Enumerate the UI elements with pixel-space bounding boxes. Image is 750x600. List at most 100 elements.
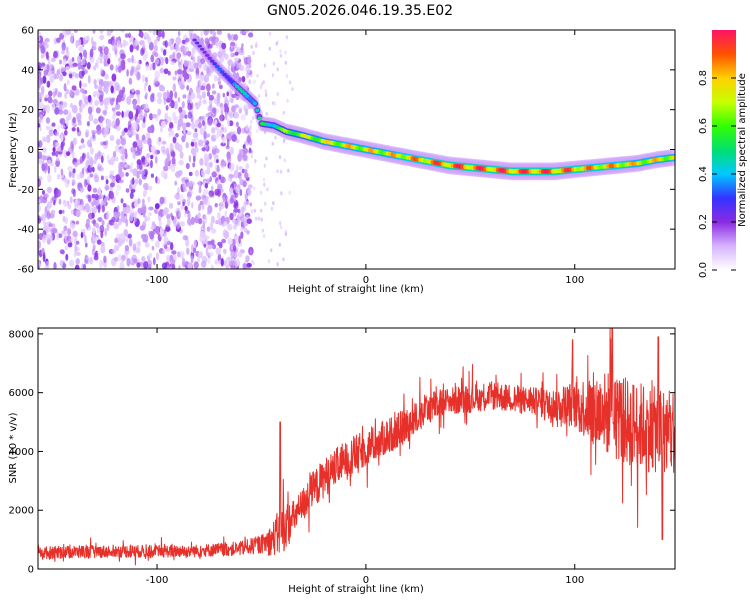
noise-speckle bbox=[229, 162, 235, 172]
noise-speckle bbox=[215, 247, 222, 256]
noise-speckle bbox=[185, 142, 189, 149]
noise-speckle bbox=[42, 252, 46, 259]
noise-speckle bbox=[135, 247, 141, 254]
noise-speckle bbox=[183, 46, 189, 52]
noise-speckle bbox=[220, 58, 225, 63]
noise-speckle bbox=[143, 182, 149, 190]
noise-speckle bbox=[84, 234, 87, 244]
noise-speckle bbox=[165, 57, 169, 65]
noise-speckle bbox=[253, 208, 257, 213]
noise-speckle bbox=[249, 125, 252, 131]
noise-speckle bbox=[63, 101, 67, 108]
noise-speckle bbox=[145, 51, 149, 59]
noise-speckle bbox=[187, 102, 192, 111]
noise-speckle bbox=[229, 146, 234, 155]
noise-speckle bbox=[88, 212, 94, 220]
noise-speckle bbox=[162, 49, 167, 56]
noise-speckle bbox=[224, 210, 227, 219]
noise-speckle bbox=[198, 251, 203, 259]
noise-speckle bbox=[173, 194, 179, 200]
noise-speckle bbox=[198, 186, 202, 194]
noise-speckle bbox=[131, 201, 135, 210]
noise-speckle bbox=[83, 53, 88, 60]
noise-speckle bbox=[216, 164, 220, 173]
noise-speckle bbox=[165, 224, 171, 233]
noise-speckle bbox=[185, 235, 189, 241]
noise-speckle bbox=[65, 253, 69, 261]
noise-speckle bbox=[226, 91, 229, 97]
noise-speckle bbox=[103, 255, 107, 263]
noise-speckle bbox=[120, 138, 127, 146]
noise-speckle bbox=[144, 157, 150, 166]
noise-speckle bbox=[129, 168, 134, 173]
trace-core bbox=[207, 56, 212, 60]
noise-speckle bbox=[198, 122, 202, 129]
noise-speckle bbox=[53, 72, 57, 80]
noise-speckle bbox=[98, 46, 103, 52]
noise-speckle bbox=[101, 205, 105, 213]
noise-speckle bbox=[173, 219, 177, 227]
noise-speckle bbox=[93, 255, 99, 261]
noise-speckle bbox=[100, 245, 106, 254]
noise-speckle bbox=[199, 231, 206, 239]
noise-speckle bbox=[152, 30, 157, 36]
noise-speckle bbox=[171, 38, 174, 45]
noise-speckle bbox=[211, 171, 217, 178]
noise-speckle bbox=[75, 39, 79, 49]
noise-speckle bbox=[177, 96, 181, 103]
noise-speckle bbox=[207, 105, 210, 112]
noise-speckle bbox=[139, 40, 145, 46]
noise-speckle bbox=[228, 131, 234, 136]
noise-speckle bbox=[142, 139, 148, 144]
noise-speckle bbox=[245, 64, 250, 69]
noise-speckle bbox=[61, 42, 66, 52]
noise-speckle bbox=[133, 58, 137, 64]
noise-speckle bbox=[38, 105, 43, 113]
noise-speckle bbox=[132, 141, 138, 148]
noise-speckle bbox=[109, 64, 114, 71]
noise-speckle bbox=[263, 182, 266, 187]
noise-speckle bbox=[52, 228, 58, 234]
noise-speckle bbox=[92, 166, 95, 173]
noise-speckle bbox=[177, 201, 181, 206]
noise-speckle bbox=[198, 80, 202, 90]
noise-speckle bbox=[227, 223, 233, 231]
noise-speckle bbox=[206, 91, 211, 97]
noise-speckle bbox=[145, 92, 148, 98]
noise-speckle bbox=[165, 105, 169, 111]
noise-speckle bbox=[219, 84, 223, 90]
noise-speckle bbox=[169, 90, 174, 99]
noise-speckle bbox=[280, 191, 283, 196]
noise-speckle bbox=[109, 174, 114, 179]
noise-speckle bbox=[167, 116, 172, 123]
noise-speckle bbox=[59, 249, 65, 255]
noise-speckle bbox=[204, 182, 208, 189]
noise-speckle bbox=[174, 70, 178, 76]
noise-speckle bbox=[129, 191, 134, 199]
noise-speckle bbox=[141, 104, 146, 109]
noise-speckle bbox=[192, 132, 199, 139]
x-tick-label: 0 bbox=[363, 575, 369, 586]
noise-speckle bbox=[229, 197, 234, 204]
noise-speckle bbox=[206, 66, 210, 75]
noise-speckle bbox=[139, 225, 146, 231]
noise-speckle bbox=[245, 71, 250, 79]
noise-speckle bbox=[93, 90, 98, 96]
colorbar-tick-label: 0.4 bbox=[698, 166, 709, 182]
noise-speckle bbox=[73, 30, 78, 34]
noise-speckle bbox=[52, 91, 56, 99]
noise-speckle bbox=[198, 100, 202, 107]
noise-speckle bbox=[279, 169, 283, 174]
noise-speckle bbox=[217, 183, 223, 190]
noise-speckle bbox=[252, 51, 255, 55]
noise-speckle bbox=[201, 260, 207, 268]
noise-speckle bbox=[148, 30, 152, 33]
noise-speckle bbox=[104, 97, 110, 106]
noise-speckle bbox=[106, 30, 112, 37]
noise-speckle bbox=[187, 93, 190, 102]
noise-speckle bbox=[249, 130, 252, 137]
noise-speckle bbox=[186, 218, 192, 226]
noise-speckle bbox=[233, 34, 239, 41]
noise-speckle bbox=[38, 232, 44, 241]
noise-speckle bbox=[242, 180, 247, 188]
